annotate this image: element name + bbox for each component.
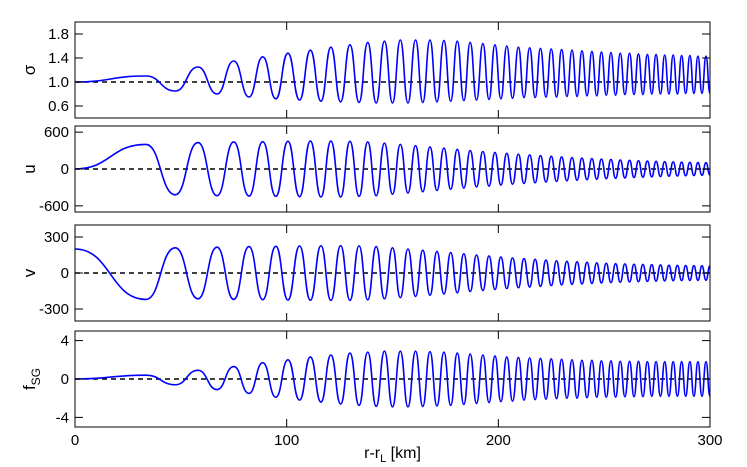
y-tick-label: 4 (61, 333, 69, 350)
panel-frame (74, 21, 711, 119)
y-axis-label-text: σ (20, 64, 39, 75)
y-tick-label: -600 (39, 198, 69, 215)
y-axis-label-text: u (20, 164, 39, 173)
y-tick-label: 600 (44, 124, 69, 141)
y-tick-label: 0 (61, 265, 69, 282)
y-axis-label-text: f (20, 385, 39, 390)
y-tick-label: 1.0 (48, 74, 69, 91)
x-tick-label: 100 (274, 432, 299, 449)
y-tick-label: -300 (39, 301, 69, 318)
data-line (75, 244, 710, 302)
y-axis-label-text: v (20, 268, 39, 277)
x-tick-label: 0 (71, 432, 79, 449)
x-axis-label: r-rL [km] (364, 445, 421, 465)
x-axis-label-sub: L (380, 453, 386, 465)
y-axis-label: v (20, 268, 39, 277)
y-tick-label: 0 (61, 161, 69, 178)
y-axis-label: fSG (20, 368, 43, 390)
data-line (75, 39, 710, 104)
y-tick-label: 300 (44, 229, 69, 246)
y-axis-label: u (20, 164, 39, 173)
y-tick-label: 0 (61, 371, 69, 388)
y-axis-label-sub: SG (29, 368, 43, 385)
y-tick-label: 1.4 (48, 50, 69, 67)
x-axis-label-text: r-r (364, 445, 381, 462)
x-tick-label: 300 (697, 432, 722, 449)
y-axis-label: σ (20, 64, 39, 75)
x-tick-label: 200 (486, 432, 511, 449)
y-tick-label: 0.6 (48, 98, 69, 115)
data-line (75, 350, 710, 408)
x-axis-label-rest: [km] (386, 445, 421, 462)
y-tick-label: 1.8 (48, 26, 69, 43)
data-line (75, 140, 710, 198)
y-tick-label: -4 (56, 409, 69, 426)
